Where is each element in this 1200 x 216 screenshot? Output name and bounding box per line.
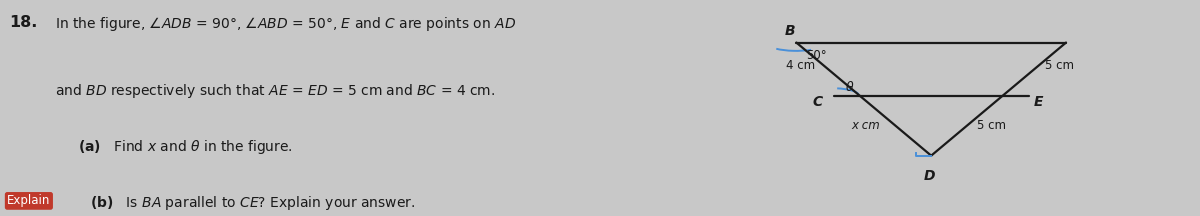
Text: In the figure, $\angle ADB$ = 90°, $\angle ABD$ = 50°, $E$ and $C$ are points on: In the figure, $\angle ADB$ = 90°, $\ang… bbox=[55, 15, 516, 33]
Text: $\mathbf{(b)}$   Is $BA$ parallel to $CE$? Explain your answer.: $\mathbf{(b)}$ Is $BA$ parallel to $CE$?… bbox=[90, 194, 415, 212]
Text: 5 cm: 5 cm bbox=[977, 119, 1006, 132]
Text: and $BD$ respectively such that $AE$ = $ED$ = 5 cm and $BC$ = 4 cm.: and $BD$ respectively such that $AE$ = $… bbox=[55, 82, 496, 100]
Text: 5 cm: 5 cm bbox=[1045, 59, 1074, 72]
Text: $\mathbf{(a)}$   Find $x$ and $\theta$ in the figure.: $\mathbf{(a)}$ Find $x$ and $\theta$ in … bbox=[78, 138, 293, 156]
Text: Explain: Explain bbox=[7, 194, 50, 207]
Text: D: D bbox=[924, 169, 935, 183]
Text: θ: θ bbox=[846, 81, 853, 94]
Text: E: E bbox=[1033, 95, 1043, 110]
Text: B: B bbox=[785, 24, 796, 38]
Text: C: C bbox=[812, 95, 823, 110]
Text: 4 cm: 4 cm bbox=[786, 59, 816, 72]
Text: x cm: x cm bbox=[852, 119, 881, 132]
Text: 18.: 18. bbox=[10, 15, 38, 30]
Text: 50°: 50° bbox=[806, 49, 827, 62]
